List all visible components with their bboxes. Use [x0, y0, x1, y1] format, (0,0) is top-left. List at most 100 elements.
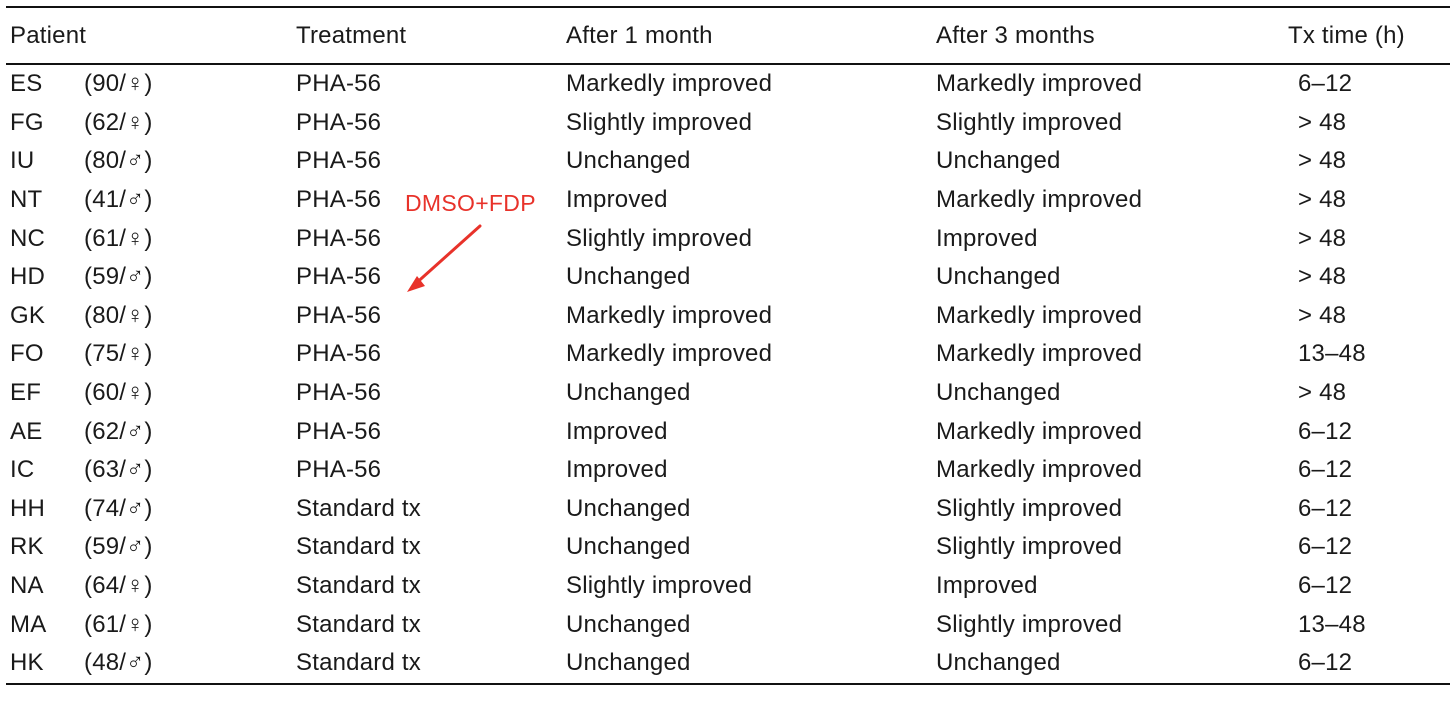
- table-row: HH (74/♂) Standard tx Unchanged Slightly imp…: [6, 490, 1450, 529]
- cell-after-3-months: Slightly improved: [936, 533, 1123, 561]
- cell-patient-info: (59/♂): [84, 533, 153, 561]
- table-row: HD (59/♂) PHA-56 Unchanged Unchanged > 48: [6, 258, 1450, 297]
- cell-after-1-month: Unchanged: [566, 610, 691, 638]
- cell-tx-time: > 48: [1298, 186, 1347, 214]
- cell-tx-time: 6–12: [1298, 417, 1353, 445]
- cell-after-1-month: Unchanged: [566, 649, 691, 677]
- cell-after-3-months: Unchanged: [936, 649, 1061, 677]
- cell-after-1-month: Unchanged: [566, 147, 691, 175]
- table-row: NA (64/♀) Standard tx Slightly improved Impr…: [6, 567, 1450, 606]
- cell-patient-info: (48/♂): [84, 649, 153, 677]
- cell-treatment: PHA-56: [296, 147, 382, 175]
- table-row: RK (59/♂) Standard tx Unchanged Slightly imp…: [6, 528, 1450, 567]
- cell-after-3-months: Unchanged: [936, 379, 1061, 407]
- cell-after-1-month: Slightly improved: [566, 108, 753, 136]
- cell-after-1-month: Unchanged: [566, 263, 691, 291]
- cell-treatment: Standard tx: [296, 610, 421, 638]
- header-after-1-month: After 1 month: [566, 21, 713, 49]
- cell-patient-info: (61/♀): [84, 224, 153, 252]
- cell-patient-info: (80/♀): [84, 301, 153, 329]
- arrow-icon: [407, 224, 482, 292]
- cell-tx-time: 6–12: [1298, 649, 1353, 677]
- table-row: GK (80/♀) PHA-56 Markedly improved Markedly …: [6, 297, 1450, 336]
- cell-treatment: PHA-56: [296, 108, 382, 136]
- cell-patient-info: (74/♂): [84, 494, 153, 522]
- cell-after-3-months: Unchanged: [936, 147, 1061, 175]
- cell-after-3-months: Unchanged: [936, 263, 1061, 291]
- cell-patient-id: ES: [10, 70, 43, 98]
- cell-patient-id: IC: [10, 456, 35, 484]
- cell-tx-time: > 48: [1298, 147, 1347, 175]
- cell-after-3-months: Improved: [936, 224, 1038, 252]
- table-row: IU (80/♂) PHA-56 Unchanged Unchanged > 48: [6, 142, 1450, 181]
- cell-after-1-month: Slightly improved: [566, 224, 753, 252]
- table-row: NT (41/♂) PHA-56 Improved Markedly improved >…: [6, 181, 1450, 220]
- annotation-label: DMSO+FDP: [405, 190, 536, 216]
- cell-after-3-months: Markedly improved: [936, 417, 1143, 445]
- cell-patient-id: FG: [10, 108, 44, 136]
- cell-treatment: Standard tx: [296, 533, 421, 561]
- cell-patient-id: IU: [10, 147, 35, 175]
- cell-after-3-months: Markedly improved: [936, 186, 1143, 214]
- cell-after-3-months: Improved: [936, 572, 1038, 600]
- cell-patient-info: (62/♂): [84, 417, 153, 445]
- cell-patient-info: (59/♂): [84, 263, 153, 291]
- table-row: NC (61/♀) PHA-56 Slightly improved Improved >…: [6, 219, 1450, 258]
- table-row: IC (63/♂) PHA-56 Improved Markedly improved 6…: [6, 451, 1450, 490]
- cell-after-1-month: Improved: [566, 186, 668, 214]
- cell-patient-id: RK: [10, 533, 44, 561]
- cell-patient-id: HH: [10, 494, 46, 522]
- header-treatment: Treatment: [296, 21, 407, 49]
- table-header-row: Patient Treatment After 1 month After 3 …: [6, 7, 1450, 64]
- table-row: HK (48/♂) Standard tx Unchanged Unchanged 6–1…: [6, 644, 1450, 684]
- cell-tx-time: 13–48: [1298, 610, 1366, 638]
- cell-treatment: PHA-56: [296, 340, 382, 368]
- table-row: EF (60/♀) PHA-56 Unchanged Unchanged > 48: [6, 374, 1450, 413]
- cell-patient-info: (62/♀): [84, 108, 153, 136]
- cell-treatment: PHA-56: [296, 263, 382, 291]
- cell-after-3-months: Markedly improved: [936, 70, 1143, 98]
- cell-treatment: PHA-56: [296, 379, 382, 407]
- cell-after-3-months: Slightly improved: [936, 610, 1123, 638]
- cell-patient-info: (90/♀): [84, 70, 153, 98]
- cell-patient-id: NC: [10, 224, 46, 252]
- cell-treatment: PHA-56: [296, 456, 382, 484]
- cell-tx-time: 6–12: [1298, 533, 1353, 561]
- cell-after-1-month: Markedly improved: [566, 340, 773, 368]
- cell-treatment: Standard tx: [296, 649, 421, 677]
- cell-patient-info: (60/♀): [84, 379, 153, 407]
- cell-tx-time: > 48: [1298, 301, 1347, 329]
- cell-after-3-months: Markedly improved: [936, 301, 1143, 329]
- cell-treatment: PHA-56: [296, 301, 382, 329]
- results-table: Patient Treatment After 1 month After 3 …: [6, 6, 1450, 685]
- cell-tx-time: > 48: [1298, 263, 1347, 291]
- cell-patient-info: (64/♀): [84, 572, 153, 600]
- cell-after-1-month: Markedly improved: [566, 301, 773, 329]
- table-row: FG (62/♀) PHA-56 Slightly improved Slightly …: [6, 104, 1450, 143]
- cell-patient-info: (41/♂): [84, 186, 153, 214]
- cell-patient-id: HD: [10, 263, 46, 291]
- cell-after-3-months: Markedly improved: [936, 340, 1143, 368]
- table-row: AE (62/♂) PHA-56 Improved Markedly improved 6…: [6, 412, 1450, 451]
- cell-tx-time: > 48: [1298, 379, 1347, 407]
- cell-after-1-month: Unchanged: [566, 494, 691, 522]
- cell-patient-info: (61/♀): [84, 610, 153, 638]
- cell-patient-id: HK: [10, 649, 44, 677]
- cell-tx-time: 6–12: [1298, 70, 1353, 98]
- table-body: ES (90/♀) PHA-56 Markedly improved Markedly …: [6, 64, 1450, 684]
- header-after-3-months: After 3 months: [936, 21, 1095, 49]
- cell-patient-info: (80/♂): [84, 147, 153, 175]
- cell-after-1-month: Slightly improved: [566, 572, 753, 600]
- table-row: FO (75/♀) PHA-56 Markedly improved Markedly …: [6, 335, 1450, 374]
- cell-after-1-month: Markedly improved: [566, 70, 773, 98]
- cell-treatment: Standard tx: [296, 494, 421, 522]
- cell-patient-id: MA: [10, 610, 47, 638]
- cell-patient-id: NT: [10, 186, 43, 214]
- cell-treatment: PHA-56: [296, 70, 382, 98]
- results-table-container: Patient Treatment After 1 month After 3 …: [6, 6, 1450, 685]
- cell-patient-id: GK: [10, 301, 46, 329]
- cell-after-1-month: Improved: [566, 456, 668, 484]
- cell-after-1-month: Unchanged: [566, 379, 691, 407]
- cell-after-3-months: Slightly improved: [936, 108, 1123, 136]
- cell-patient-id: NA: [10, 572, 44, 600]
